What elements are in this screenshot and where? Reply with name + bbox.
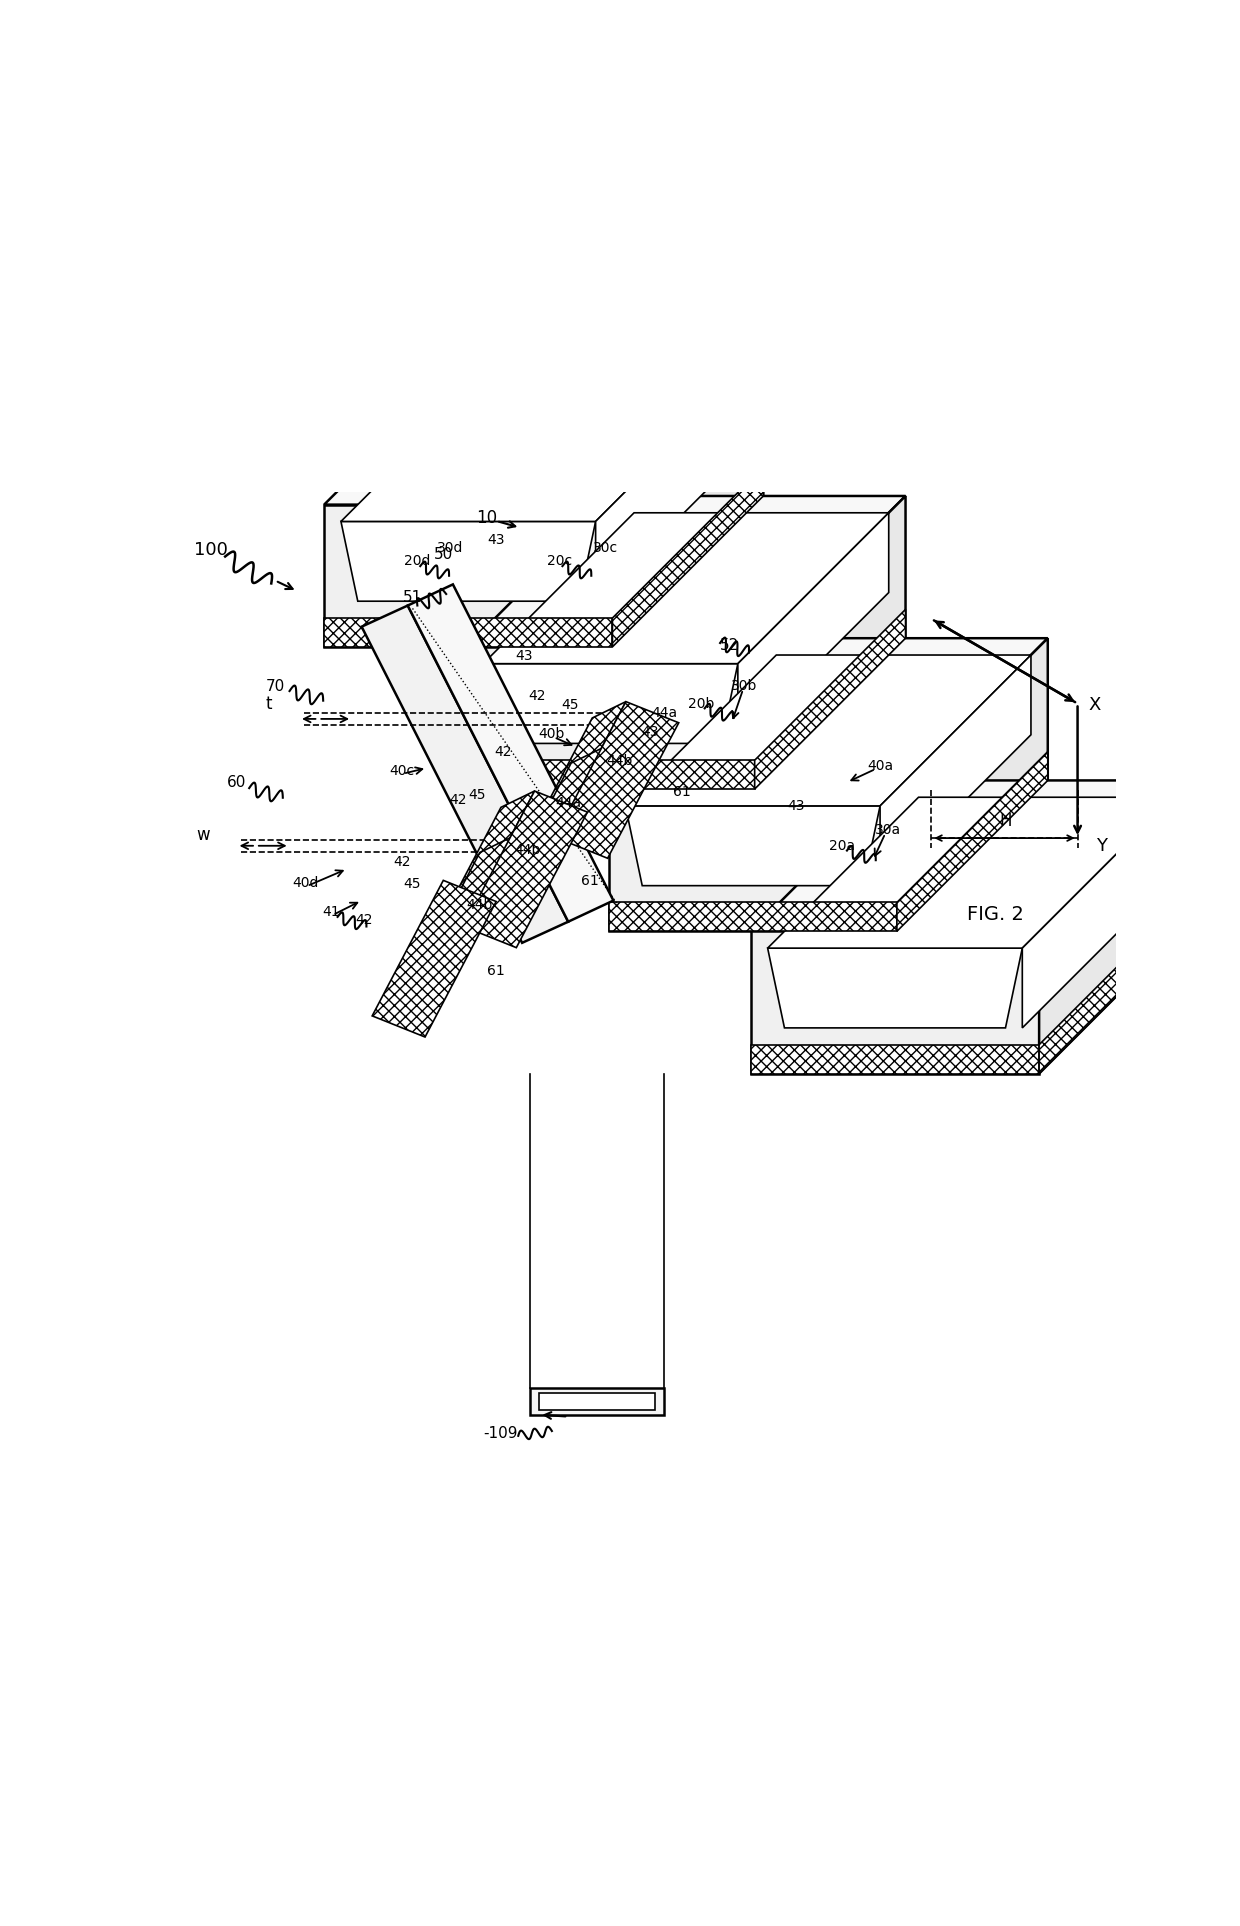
Text: 10: 10 [476, 508, 497, 528]
Polygon shape [324, 618, 613, 647]
Polygon shape [738, 512, 889, 743]
Text: 50: 50 [434, 547, 453, 562]
Polygon shape [625, 655, 1030, 805]
Text: 61: 61 [582, 874, 599, 888]
Polygon shape [693, 530, 847, 664]
Polygon shape [613, 354, 764, 647]
Polygon shape [521, 701, 626, 853]
Polygon shape [409, 836, 513, 988]
Text: 42: 42 [393, 855, 410, 869]
Text: -109: -109 [484, 1427, 518, 1441]
Text: 20c: 20c [547, 555, 572, 568]
Text: 44b: 44b [606, 755, 632, 768]
Polygon shape [1039, 894, 1190, 1073]
Text: 41: 41 [322, 905, 340, 919]
Text: 45: 45 [562, 699, 579, 713]
Polygon shape [1039, 780, 1190, 1073]
Polygon shape [341, 522, 595, 601]
Text: 42: 42 [356, 913, 373, 926]
Text: 40b: 40b [538, 728, 565, 742]
Polygon shape [755, 609, 905, 790]
Polygon shape [751, 932, 1039, 1073]
Polygon shape [1022, 797, 1173, 1028]
Text: 30b: 30b [730, 680, 758, 693]
Text: 20a: 20a [830, 840, 856, 853]
Text: 20b: 20b [688, 697, 714, 711]
Text: 43: 43 [787, 799, 805, 813]
Polygon shape [466, 497, 905, 647]
Polygon shape [768, 948, 1022, 1028]
Polygon shape [324, 505, 613, 647]
Polygon shape [484, 664, 738, 743]
Polygon shape [466, 647, 755, 790]
Polygon shape [408, 584, 614, 923]
Polygon shape [324, 354, 764, 505]
Polygon shape [444, 530, 693, 578]
Text: 42: 42 [494, 745, 512, 759]
Text: t: t [265, 695, 272, 713]
Polygon shape [464, 792, 588, 948]
Polygon shape [484, 512, 889, 664]
Polygon shape [609, 638, 1048, 790]
Polygon shape [609, 790, 897, 932]
Polygon shape [751, 1044, 1039, 1073]
Polygon shape [897, 751, 1048, 932]
Polygon shape [768, 797, 1173, 948]
Text: 40d: 40d [293, 876, 319, 890]
Text: 61: 61 [487, 963, 505, 978]
Text: 43: 43 [516, 649, 533, 663]
Text: 45: 45 [403, 876, 420, 892]
Text: Y: Y [1096, 836, 1107, 855]
Polygon shape [529, 1389, 665, 1416]
Text: 44b: 44b [515, 842, 541, 857]
Text: H: H [999, 811, 1012, 830]
Text: 61: 61 [673, 786, 691, 799]
Text: 43: 43 [641, 726, 658, 740]
Polygon shape [755, 497, 905, 790]
Text: 44a: 44a [556, 795, 582, 809]
Text: 44b: 44b [466, 898, 494, 913]
Polygon shape [595, 370, 746, 601]
Polygon shape [466, 761, 755, 790]
Polygon shape [751, 780, 1190, 932]
Text: 20d: 20d [404, 555, 430, 568]
Text: 42: 42 [449, 794, 466, 807]
Polygon shape [625, 805, 880, 886]
Polygon shape [609, 903, 897, 932]
Polygon shape [880, 655, 1030, 886]
Polygon shape [539, 1392, 655, 1410]
Polygon shape [554, 701, 678, 859]
Polygon shape [372, 880, 496, 1036]
Text: 30d: 30d [436, 541, 464, 555]
Polygon shape [897, 638, 1048, 932]
Polygon shape [613, 468, 764, 647]
Text: 43: 43 [487, 534, 505, 547]
Text: 42: 42 [528, 690, 547, 703]
Polygon shape [500, 747, 605, 899]
Text: 100: 100 [193, 541, 228, 559]
Text: 60: 60 [227, 774, 247, 790]
Text: w: w [196, 826, 210, 844]
Polygon shape [362, 605, 568, 944]
Text: 30c: 30c [593, 541, 619, 555]
Text: 70: 70 [265, 678, 285, 693]
Text: FIG. 2: FIG. 2 [967, 905, 1024, 924]
Polygon shape [430, 792, 534, 944]
Text: 45: 45 [469, 788, 486, 801]
Text: 44a: 44a [651, 707, 677, 720]
Polygon shape [444, 530, 847, 616]
Text: 51: 51 [403, 591, 422, 605]
Text: X: X [1089, 697, 1101, 715]
Text: 52: 52 [720, 638, 739, 653]
Text: 30a: 30a [875, 824, 901, 838]
Polygon shape [341, 370, 746, 522]
Text: 40a: 40a [868, 759, 894, 772]
Text: 40c: 40c [389, 765, 414, 778]
